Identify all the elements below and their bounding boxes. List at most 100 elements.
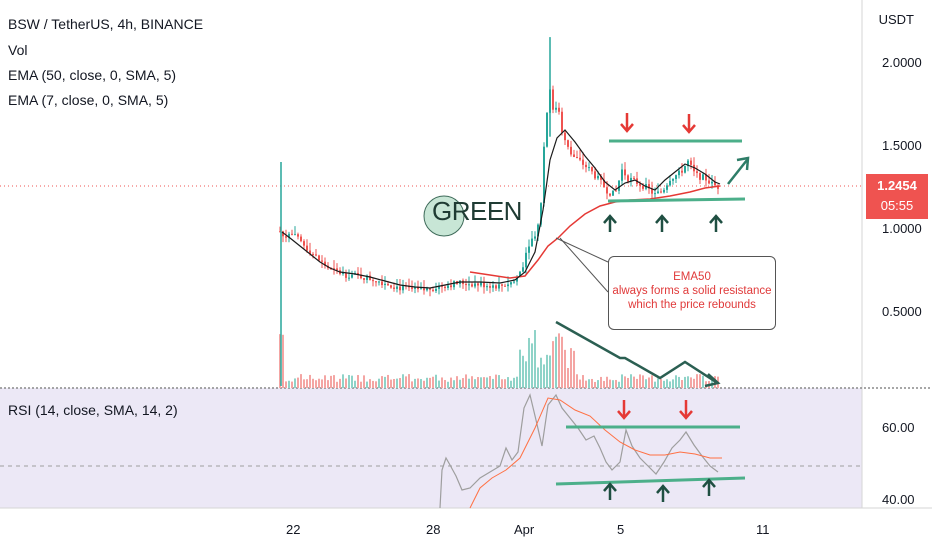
candle-body: [660, 191, 662, 193]
volume-bar: [594, 381, 596, 388]
symbol-title[interactable]: BSW / TetherUS, 4h, BINANCE: [8, 16, 204, 32]
volume-bar: [552, 341, 554, 388]
candle-body: [324, 261, 326, 266]
volume-bar: [453, 380, 455, 388]
candle-body: [531, 238, 533, 247]
candle-body: [303, 241, 305, 246]
candle-body: [519, 271, 521, 277]
candle-body: [684, 166, 686, 173]
candle-body: [633, 177, 635, 179]
volume-bar: [570, 348, 572, 388]
volume-bar: [495, 374, 497, 388]
ema50-legend[interactable]: EMA (50, close, 0, SMA, 5): [8, 67, 177, 83]
candle-body: [378, 281, 380, 283]
rsi-tick: 40.00: [882, 492, 915, 507]
volume-bar: [288, 380, 290, 388]
volume-bar: [657, 378, 659, 388]
up-arrow-icon: [603, 482, 617, 500]
volume-bar: [450, 377, 452, 388]
volume-bar: [360, 381, 362, 388]
candle-body: [615, 190, 617, 192]
volume-bar: [675, 375, 677, 388]
candle-body: [486, 286, 488, 288]
volume-bar: [318, 378, 320, 388]
volume-bar: [417, 378, 419, 388]
volume-bar: [399, 378, 401, 388]
volume-bar: [408, 374, 410, 388]
volume-bar: [564, 349, 566, 388]
candle-body: [471, 284, 473, 287]
volume-bar: [324, 375, 326, 388]
candle-body: [708, 180, 710, 184]
candle-body: [543, 146, 545, 204]
volume-bar: [459, 379, 461, 388]
candle-body: [657, 191, 659, 194]
volume-bar: [279, 334, 281, 388]
rsi-pane-bg: [0, 388, 862, 508]
volume-bar: [690, 377, 692, 388]
volume-bar: [393, 378, 395, 388]
candle-body: [501, 284, 503, 286]
candle-body: [510, 282, 512, 285]
volume-bar: [444, 379, 446, 388]
candle-body: [411, 287, 413, 289]
candle-body: [438, 285, 440, 289]
candle-body: [603, 179, 605, 188]
volume-bar: [405, 376, 407, 388]
callout-line: always forms a solid resistance: [612, 285, 772, 297]
candle-body: [522, 267, 524, 272]
candle-body: [426, 288, 428, 291]
volume-bar: [543, 364, 545, 388]
volume-bar: [627, 377, 629, 388]
candle-body: [414, 287, 416, 289]
volume-bar: [348, 375, 350, 388]
volume-bar: [582, 375, 584, 388]
zigzag-arrowhead: [704, 373, 721, 388]
vol-legend[interactable]: Vol: [8, 42, 28, 58]
volume-bar: [306, 379, 308, 388]
candle-body: [369, 275, 371, 281]
ema7-legend[interactable]: EMA (7, close, 0, SMA, 5): [8, 92, 169, 108]
candle-body: [432, 289, 434, 291]
volume-bar: [300, 374, 302, 388]
candle-body: [642, 185, 644, 189]
volume-bar: [375, 381, 377, 388]
volume-bar: [567, 367, 569, 388]
volume-bar: [294, 378, 296, 388]
candle-body: [306, 245, 308, 251]
volume-bar: [357, 375, 359, 388]
candle-body: [387, 283, 389, 286]
down-arrow-icon: [617, 400, 631, 420]
candle-body: [639, 183, 641, 186]
volume-trend-zigzag: [555, 320, 717, 384]
time-label: Apr: [514, 522, 535, 537]
volume-bar: [663, 380, 665, 388]
ema7-line: [281, 129, 721, 289]
candle-body: [345, 272, 347, 278]
volume-bar: [516, 376, 518, 388]
volume-bar: [504, 379, 506, 388]
candle-body: [609, 193, 611, 196]
candle-body: [681, 170, 683, 173]
rsi-legend[interactable]: RSI (14, close, SMA, 14, 2): [8, 402, 178, 418]
last-price-value: 1.2454: [877, 178, 917, 193]
volume-bar: [648, 377, 650, 388]
price-tick: 1.5000: [882, 138, 922, 153]
candle-body: [558, 107, 560, 112]
price-tick: 1.0000: [882, 221, 922, 236]
candle-body: [630, 177, 632, 182]
volume-bar: [699, 374, 701, 388]
volume-bar: [618, 381, 620, 388]
callout-line: which the price rebounds: [628, 299, 756, 311]
volume-bar: [558, 333, 560, 388]
volume-bar: [501, 379, 503, 388]
candle-body: [384, 283, 386, 286]
candle-body: [366, 275, 368, 280]
volume-bar: [366, 381, 368, 388]
candle-body: [351, 274, 353, 278]
candle-body: [291, 233, 293, 235]
volume-bar: [603, 380, 605, 388]
candle-body: [342, 272, 344, 274]
candle-body: [696, 171, 698, 174]
volume-bar: [297, 377, 299, 388]
